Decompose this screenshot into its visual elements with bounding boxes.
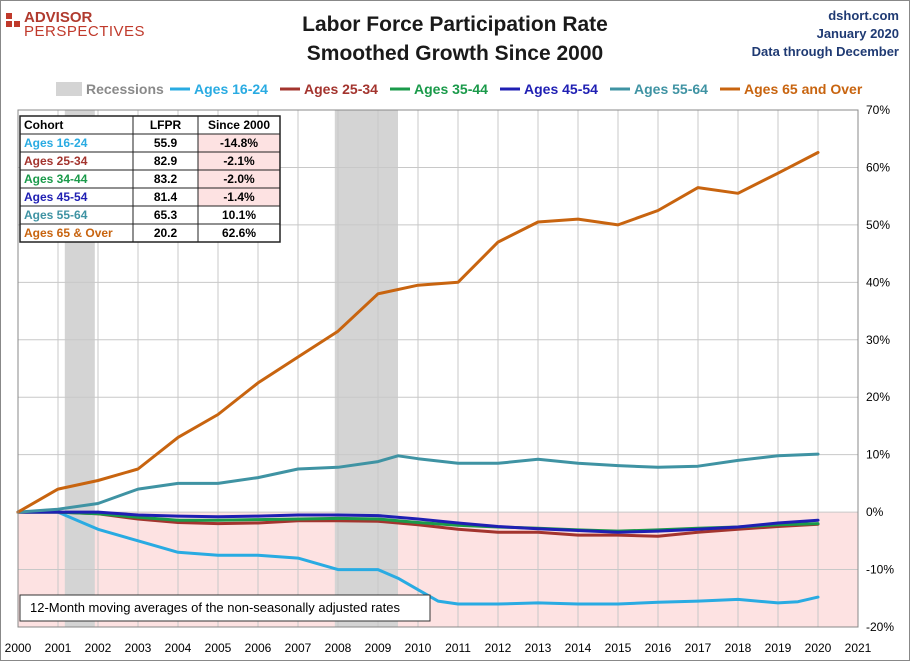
legend-label-ages-45-54: Ages 45-54 xyxy=(524,81,598,97)
table-cell-negative-bg xyxy=(198,188,280,206)
x-tick-label: 2005 xyxy=(205,641,232,655)
table-cell-since-2000: -14.8% xyxy=(220,136,258,150)
logo-line1: ADVISOR xyxy=(24,9,93,26)
series-line-ages-16-24 xyxy=(16,510,820,606)
table-header-since-2000: Since 2000 xyxy=(208,118,270,132)
y-tick-label: 30% xyxy=(866,333,890,347)
series-line-ages-25-34 xyxy=(16,510,820,538)
x-tick-label: 2008 xyxy=(325,641,352,655)
recession-band xyxy=(334,110,398,627)
x-tick-label: 2012 xyxy=(485,641,512,655)
x-tick-label: 2004 xyxy=(165,641,192,655)
legend: Recessions Ages 16-24 Ages 25-34 Ages 35… xyxy=(56,81,863,97)
y-tick-label: -20% xyxy=(866,620,894,634)
x-tick-label: 2016 xyxy=(645,641,672,655)
legend-label-ages-65-over: Ages 65 and Over xyxy=(744,81,863,97)
table-cell-since-2000: 10.1% xyxy=(222,208,256,222)
table-cell-since-2000: 62.6% xyxy=(222,226,256,240)
date-label: January 2020 xyxy=(817,26,899,41)
plot-frame xyxy=(17,109,859,628)
series-line-ages-65-and-over xyxy=(16,151,820,514)
y-tick-label: 20% xyxy=(866,390,890,404)
x-tick-label: 2001 xyxy=(45,641,72,655)
table-cell-negative-bg xyxy=(198,134,280,152)
series-line-ages-45-54 xyxy=(16,510,820,534)
table-cell-cohort: Ages 25-34 xyxy=(24,154,88,168)
table-cell-cohort: Ages 16-24 xyxy=(24,136,88,150)
x-tick-label: 2020 xyxy=(805,641,832,655)
x-tick-label: 2021 xyxy=(845,641,872,655)
note-box-frame xyxy=(19,594,431,622)
x-tick-label: 2003 xyxy=(125,641,152,655)
note-text: 12-Month moving averages of the non-seas… xyxy=(30,600,400,615)
table-cell-cohort: Ages 34-44 xyxy=(24,172,88,186)
table-cell-lfpr: 20.2 xyxy=(154,226,178,240)
x-tick-label: 2000 xyxy=(5,641,32,655)
x-tick-label: 2015 xyxy=(605,641,632,655)
advisor-perspectives-logo: ADVISOR PERSPECTIVES xyxy=(6,9,145,40)
y-tick-label: 50% xyxy=(866,218,890,232)
legend-label-recessions: Recessions xyxy=(86,81,164,97)
x-tick-label: 2017 xyxy=(685,641,712,655)
series-lines xyxy=(16,151,820,606)
legend-swatch-recessions xyxy=(56,82,82,96)
x-tick-label: 2019 xyxy=(765,641,792,655)
table-cell-cohort: Ages 65 & Over xyxy=(24,226,113,240)
table-header-cohort: Cohort xyxy=(24,118,63,132)
table-header-lfpr: LFPR xyxy=(150,118,182,132)
table-cell-since-2000: -2.0% xyxy=(223,172,255,186)
table-cell-since-2000: -1.4% xyxy=(223,190,255,204)
legend-label-ages-25-34: Ages 25-34 xyxy=(304,81,378,97)
note-box: 12-Month moving averages of the non-seas… xyxy=(19,594,431,622)
table-cell-negative-bg xyxy=(198,170,280,188)
table-cell-negative-bg xyxy=(198,152,280,170)
x-tick-label: 2018 xyxy=(725,641,752,655)
chart-title: Labor Force Participation Rate xyxy=(302,13,608,36)
legend-label-ages-55-64: Ages 55-64 xyxy=(634,81,708,97)
table-border xyxy=(19,115,281,243)
logo-line2: PERSPECTIVES xyxy=(24,23,145,40)
summary-table: Cohort LFPR Since 2000 Ages 16-24 55.9 -14.8%… xyxy=(19,115,281,243)
source-label: dshort.com xyxy=(828,8,899,23)
y-tick-label: 60% xyxy=(866,160,890,174)
chart-subtitle: Smoothed Growth Since 2000 xyxy=(307,42,603,65)
y-tick-label: 10% xyxy=(866,448,890,462)
table-cell-since-2000: -2.1% xyxy=(223,154,255,168)
x-tick-label: 2013 xyxy=(525,641,552,655)
x-tick-label: 2010 xyxy=(405,641,432,655)
x-axis-ticks: 2000 2001 2002 2003 2004 2005 2006 2007 2008 2009… xyxy=(5,641,872,655)
y-tick-label: 70% xyxy=(866,103,890,117)
y-axis-ticks: -20% -10% 0% 10% 20% 30% 40% 50% 60% 70% xyxy=(866,103,894,634)
x-tick-label: 2006 xyxy=(245,641,272,655)
x-tick-label: 2002 xyxy=(85,641,112,655)
table-cell-cohort: Ages 45-54 xyxy=(24,190,88,204)
x-tick-label: 2011 xyxy=(445,641,471,655)
table-cell-lfpr: 82.9 xyxy=(154,154,178,168)
y-tick-label: -10% xyxy=(866,563,894,577)
y-tick-label: 0% xyxy=(866,505,884,519)
logo-mark xyxy=(6,13,20,27)
table-cell-lfpr: 83.2 xyxy=(154,172,178,186)
table-cell-lfpr: 65.3 xyxy=(154,208,178,222)
x-tick-label: 2007 xyxy=(285,641,312,655)
data-through-label: Data through December xyxy=(752,44,899,59)
table-cell-lfpr: 81.4 xyxy=(154,190,178,204)
table-cell-lfpr: 55.9 xyxy=(154,136,178,150)
legend-label-ages-35-44: Ages 35-44 xyxy=(414,81,488,97)
legend-label-ages-16-24: Ages 16-24 xyxy=(194,81,268,97)
y-tick-label: 40% xyxy=(866,275,890,289)
series-line-ages-55-64 xyxy=(16,452,820,514)
x-tick-label: 2009 xyxy=(365,641,392,655)
table-cell-cohort: Ages 55-64 xyxy=(24,208,88,222)
x-tick-label: 2014 xyxy=(565,641,592,655)
